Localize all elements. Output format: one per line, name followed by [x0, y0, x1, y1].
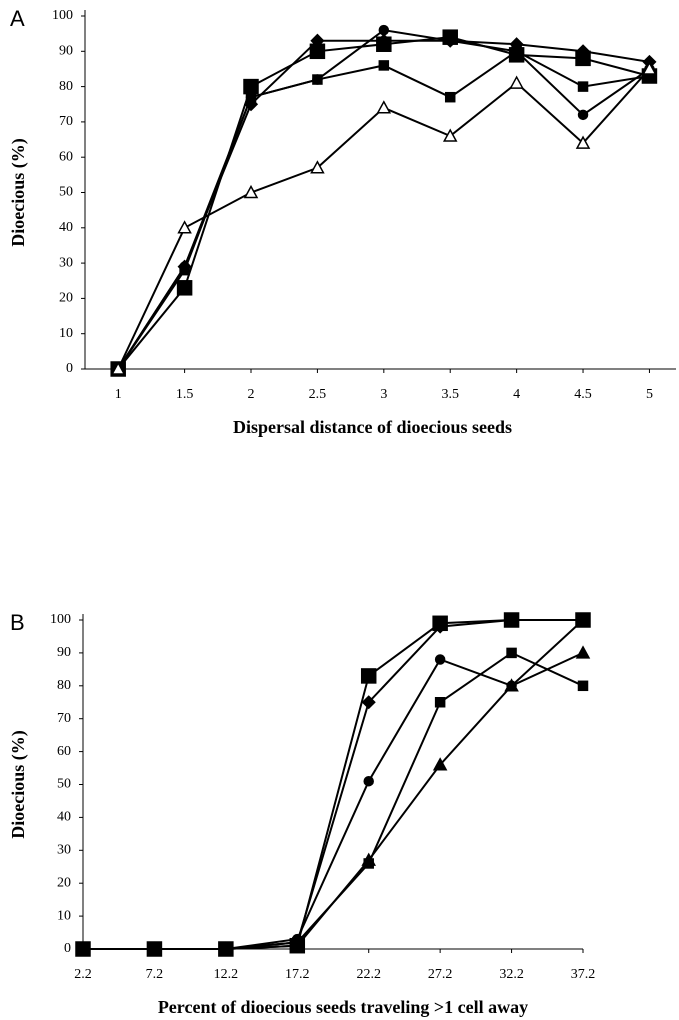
marker: [575, 135, 591, 149]
y-tick-label: 90: [57, 645, 71, 660]
marker: [378, 60, 390, 71]
x-tick-label: 17.2: [285, 967, 310, 982]
y-tick-label: 40: [59, 220, 73, 235]
y-tick-label: 30: [59, 255, 73, 270]
marker: [444, 91, 456, 103]
y-tick-label: 50: [59, 185, 73, 200]
y-tick-label: 30: [57, 843, 71, 858]
x-tick-label: 2.5: [309, 387, 327, 402]
marker: [577, 614, 589, 626]
series-line: [83, 651, 584, 950]
x-tick-label: 4: [513, 387, 520, 402]
marker: [506, 647, 517, 659]
marker: [504, 612, 519, 628]
panel-label: B: [10, 610, 25, 635]
y-tick-label: 70: [57, 711, 71, 726]
y-tick-label: 60: [59, 149, 73, 164]
marker: [310, 33, 325, 48]
marker: [361, 852, 376, 866]
marker: [147, 941, 162, 955]
y-tick-label: 60: [57, 744, 71, 759]
marker: [577, 81, 589, 92]
series-line: [117, 39, 650, 370]
marker: [110, 361, 126, 375]
marker: [177, 259, 192, 274]
marker: [443, 33, 458, 48]
y-tick-label: 100: [52, 8, 73, 23]
marker: [433, 619, 448, 634]
marker: [432, 757, 448, 771]
panel-label: A: [10, 6, 25, 31]
marker: [577, 680, 589, 692]
x-tick-label: 1: [115, 387, 122, 402]
series-line: [117, 29, 651, 370]
y-tick-label: 100: [50, 612, 71, 627]
marker: [363, 775, 374, 787]
marker: [243, 184, 259, 199]
x-tick-label: 5: [646, 387, 653, 402]
x-tick-label: 2: [248, 387, 255, 402]
marker: [434, 697, 446, 708]
marker: [310, 160, 325, 174]
marker: [312, 74, 323, 85]
x-tick-label: 3: [380, 387, 387, 402]
series-line: [83, 651, 584, 950]
y-tick-label: 40: [57, 810, 71, 825]
marker: [361, 695, 376, 710]
y-tick-label: 0: [66, 361, 73, 376]
y-axis-label: Dioecious (%): [8, 138, 29, 246]
series-line: [83, 619, 583, 950]
series-line: [83, 619, 583, 950]
marker: [218, 941, 234, 955]
y-tick-label: 70: [59, 114, 73, 129]
series-line: [117, 50, 650, 370]
marker: [75, 941, 91, 955]
series-line: [117, 68, 651, 370]
x-tick-label: 4.5: [574, 387, 592, 402]
x-tick-label: 2.2: [74, 967, 92, 982]
x-tick-label: 37.2: [571, 967, 596, 982]
marker: [575, 645, 591, 659]
marker: [177, 220, 192, 234]
series-line: [83, 619, 584, 950]
x-tick-label: 12.2: [214, 967, 239, 982]
y-tick-label: 80: [57, 678, 71, 693]
y-tick-label: 80: [59, 79, 73, 94]
marker: [442, 128, 458, 142]
marker: [290, 938, 305, 952]
x-tick-label: 27.2: [428, 967, 453, 982]
y-tick-label: 20: [59, 291, 73, 306]
x-axis-label: Percent of dioecious seeds traveling >1 …: [158, 997, 528, 1017]
x-tick-label: 1.5: [176, 387, 194, 402]
y-tick-label: 10: [57, 908, 71, 923]
marker: [376, 100, 392, 114]
y-tick-label: 20: [57, 875, 71, 890]
x-axis-label: Dispersal distance of dioecious seeds: [233, 417, 512, 437]
marker: [360, 668, 377, 684]
y-tick-label: 90: [59, 44, 73, 59]
marker: [176, 280, 193, 296]
x-tick-label: 3.5: [441, 387, 459, 402]
marker: [243, 78, 259, 95]
marker: [509, 37, 524, 52]
marker: [642, 61, 657, 75]
marker: [575, 44, 591, 59]
y-tick-label: 50: [57, 777, 71, 792]
series-line: [117, 36, 650, 370]
y-tick-label: 10: [59, 326, 73, 341]
marker: [243, 97, 259, 112]
y-axis-label: Dioecious (%): [8, 730, 29, 838]
marker: [378, 24, 390, 36]
y-tick-label: 0: [64, 941, 71, 956]
marker: [577, 109, 589, 121]
x-tick-label: 32.2: [499, 967, 524, 982]
x-tick-label: 22.2: [356, 967, 381, 982]
marker: [434, 654, 446, 665]
marker: [376, 33, 391, 48]
marker: [504, 678, 519, 692]
x-tick-label: 7.2: [146, 967, 164, 982]
marker: [509, 75, 524, 89]
